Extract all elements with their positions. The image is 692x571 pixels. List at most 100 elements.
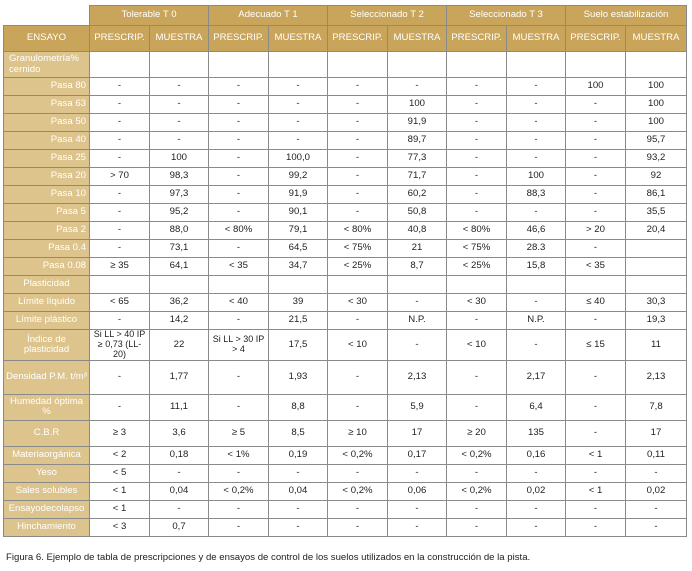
- table-cell: < 75%: [327, 239, 388, 258]
- table-cell: 21,5: [268, 311, 328, 330]
- table-cell: -: [208, 113, 269, 132]
- table-cell: -: [327, 203, 388, 222]
- table-cell: < 1: [565, 481, 626, 501]
- row-label: Índice de plasticidad: [3, 329, 90, 361]
- row-label: Pasa 80: [3, 77, 90, 96]
- table-cell: 88,3: [506, 185, 566, 204]
- row-label: Pasa 2: [3, 221, 90, 240]
- table-cell: -: [506, 131, 566, 150]
- table-cell: -: [446, 393, 507, 421]
- table-cell: -: [506, 463, 566, 483]
- table-cell: 0,02: [506, 481, 566, 501]
- table-cell: -: [149, 499, 209, 519]
- group-header: Adecuado T 1: [208, 5, 328, 26]
- table-cell: 17: [625, 419, 687, 447]
- table-cell: 17,5: [268, 329, 328, 361]
- table-cell: < 1: [565, 445, 626, 465]
- row-label: Hinchamiento: [3, 517, 90, 537]
- table-cell: -: [387, 517, 447, 537]
- table-cell: -: [149, 131, 209, 150]
- table-cell: 36,2: [149, 293, 209, 312]
- table-row: Hinchamiento < 3 0,7- - - - - - - -: [3, 517, 687, 537]
- group-header: Suelo estabilización: [565, 5, 687, 26]
- table-cell: 99,2: [268, 167, 328, 186]
- table-cell: -: [506, 293, 566, 312]
- table-cell: [565, 51, 626, 78]
- table-cell: Si LL > 40 IP ≥ 0,73 (LL-20): [89, 329, 150, 361]
- table-cell: 91,9: [268, 185, 328, 204]
- table-cell: 95,7: [625, 131, 687, 150]
- table-cell: -: [387, 77, 447, 96]
- table-cell: [387, 51, 447, 78]
- table-cell: < 80%: [446, 221, 507, 240]
- column-header: PRESCRIP.: [565, 25, 626, 52]
- table-row: Ensayodecolapso < 1---------: [3, 499, 687, 519]
- table-cell: [89, 275, 150, 294]
- table-cell: 8,5: [268, 419, 328, 447]
- table-cell: -: [446, 167, 507, 186]
- table-cell: -: [565, 113, 626, 132]
- row-label: Límite líquido: [3, 293, 90, 312]
- table-row: Humedad óptima % -11,1-8,8-5,9-6,4-7,8: [3, 393, 687, 421]
- table-cell: 11: [625, 329, 687, 361]
- row-label: Granulometría% cernido: [3, 51, 90, 78]
- table-cell: -: [565, 239, 626, 258]
- table-cell: -: [208, 517, 269, 537]
- table-cell: -: [446, 95, 507, 114]
- table-cell: 60,2: [387, 185, 447, 204]
- table-cell: -: [327, 113, 388, 132]
- table-cell: 73,1: [149, 239, 209, 258]
- table-cell: -: [89, 77, 150, 96]
- table-cell: 100: [149, 149, 209, 168]
- group-header: Seleccionado T 3: [446, 5, 566, 26]
- table-cell: -: [565, 203, 626, 222]
- table-cell: [149, 51, 209, 78]
- table-cell: [208, 51, 269, 78]
- table-cell: ≤ 15: [565, 329, 626, 361]
- table-cell: -: [208, 239, 269, 258]
- table-cell: -: [565, 517, 626, 537]
- table-row: Yeso < 5---------: [3, 463, 687, 483]
- table-cell: -: [268, 77, 328, 96]
- column-header: PRESCRIP.: [327, 25, 388, 52]
- table-cell: 1,93: [268, 359, 328, 395]
- table-cell: -: [506, 329, 566, 361]
- table-cell: -: [327, 499, 388, 519]
- table-cell: 46,6: [506, 221, 566, 240]
- column-header: MUESTRA: [625, 25, 687, 52]
- table-cell: -: [268, 131, 328, 150]
- table-cell: -: [446, 517, 507, 537]
- table-cell: -: [446, 185, 507, 204]
- table-cell: 88,0: [149, 221, 209, 240]
- table-cell: -: [565, 419, 626, 447]
- table-cell: -: [565, 95, 626, 114]
- table-cell: 135: [506, 419, 566, 447]
- table-cell: [625, 51, 687, 78]
- table-cell: -: [446, 311, 507, 330]
- table-cell: -: [446, 149, 507, 168]
- table-cell: 8,7: [387, 257, 447, 276]
- table-cell: 17: [387, 419, 447, 447]
- table-cell: [208, 275, 269, 294]
- table-cell: 15,8: [506, 257, 566, 276]
- table-cell: -: [89, 221, 150, 240]
- table-cell: -: [506, 149, 566, 168]
- row-label: Pasa 20: [3, 167, 90, 186]
- table-row: Pasa 25-100-100,0-77,3- - -93,2: [3, 149, 687, 168]
- row-label: Plasticidad: [3, 275, 90, 294]
- table-cell: 39: [268, 293, 328, 312]
- table-cell: ≥ 35: [89, 257, 150, 276]
- table-cell: 100: [625, 113, 687, 132]
- table-row: Límite plástico -14,2-21,5- N.P. - N.P. -19,3: [3, 311, 687, 330]
- table-cell: -: [208, 167, 269, 186]
- column-header: PRESCRIP.: [446, 25, 507, 52]
- table-cell: 89,7: [387, 131, 447, 150]
- row-label: Ensayodecolapso: [3, 499, 90, 519]
- specification-table: Tolerable T 0 Adecuado T 1 Seleccionado T …: [3, 5, 687, 537]
- table-cell: -: [268, 517, 328, 537]
- table-cell: -: [268, 463, 328, 483]
- row-label: Pasa 5: [3, 203, 90, 222]
- table-cell: 1,77: [149, 359, 209, 395]
- table-row: Sales solubles < 1 0,04 < 0,2% 0,04 < 0,2% 0,0…: [3, 481, 687, 501]
- table-cell: [625, 275, 687, 294]
